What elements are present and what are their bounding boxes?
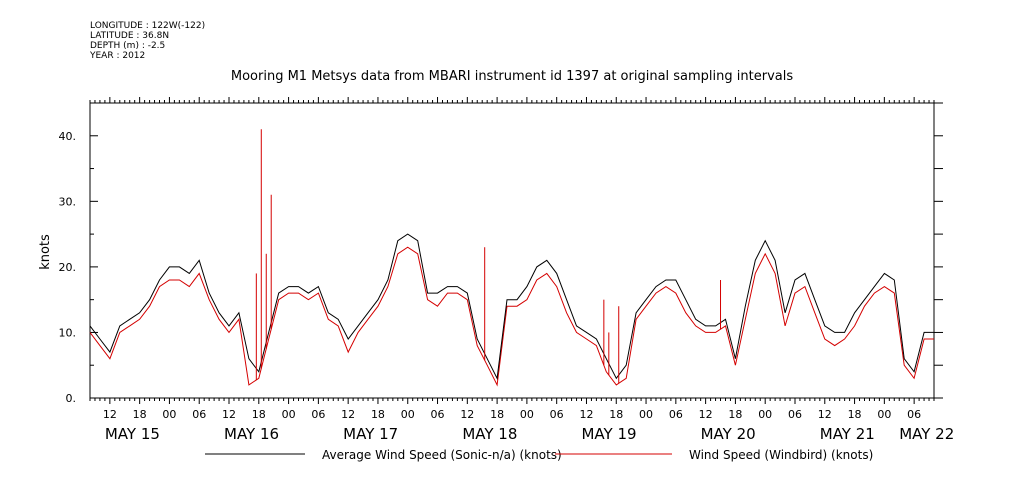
x-tick-label: 06 xyxy=(550,408,564,421)
y-tick-label: 30. xyxy=(59,195,77,208)
x-tick-label: 18 xyxy=(490,408,504,421)
year-text: YEAR : 2012 xyxy=(90,51,146,61)
y-axis-label: knots xyxy=(38,234,53,270)
date-label: MAY 15 xyxy=(105,425,160,443)
y-tick-label: 40. xyxy=(59,130,77,143)
x-tick-label: 00 xyxy=(282,408,296,421)
legend-label: Average Wind Speed (Sonic-n/a) (knots) xyxy=(322,448,562,462)
x-tick-label: 18 xyxy=(133,408,147,421)
metadata-block: LONGITUDE : 122W(-122) LATITUDE : 36.8N … xyxy=(90,21,205,61)
x-tick-label: 18 xyxy=(252,408,266,421)
series-line xyxy=(89,233,934,380)
depth-text: DEPTH (m) : -2.5 xyxy=(90,41,166,51)
date-label: MAY 16 xyxy=(224,425,279,443)
x-tick-label: 12 xyxy=(818,408,832,421)
latitude-text: LATITUDE : 36.8N xyxy=(90,31,170,41)
y-tick-label: 0. xyxy=(66,392,77,405)
top-tick-marks xyxy=(89,97,935,103)
x-tick-label: 18 xyxy=(728,408,742,421)
date-label: MAY 17 xyxy=(343,425,398,443)
x-tick-label: 12 xyxy=(460,408,474,421)
plot-frame xyxy=(89,102,935,399)
x-tick-label: 06 xyxy=(192,408,206,421)
date-label: MAY 19 xyxy=(581,425,636,443)
x-tick-label: 12 xyxy=(699,408,713,421)
x-tick-label: 00 xyxy=(401,408,415,421)
x-tick-label: 00 xyxy=(758,408,772,421)
y-tick-label: 20. xyxy=(59,261,77,274)
x-tick-label: 06 xyxy=(311,408,325,421)
x-tick-label: 18 xyxy=(609,408,623,421)
x-tick-label: 12 xyxy=(103,408,117,421)
x-tick-label: 00 xyxy=(162,408,176,421)
y-tick-label: 10. xyxy=(59,326,77,339)
series-layer xyxy=(89,129,934,387)
date-label: MAY 22 xyxy=(899,425,954,443)
plot-border xyxy=(89,102,935,399)
x-tick-label: 12 xyxy=(579,408,593,421)
date-label: MAY 21 xyxy=(820,425,875,443)
x-tick-label: 06 xyxy=(907,408,921,421)
legend: Average Wind Speed (Sonic-n/a) (knots) Wi… xyxy=(205,448,873,462)
y-axis: 0. 10. 20. 30. 40. xyxy=(59,102,943,405)
x-tick-label: 00 xyxy=(639,408,653,421)
series-line xyxy=(89,246,934,387)
x-tick-label: 06 xyxy=(669,408,683,421)
chart-title: Mooring M1 Metsys data from MBARI instru… xyxy=(231,69,793,84)
x-tick-label: 06 xyxy=(788,408,802,421)
x-tick-label: 12 xyxy=(222,408,236,421)
legend-label: Wind Speed (Windbird) (knots) xyxy=(689,448,873,462)
x-tick-label: 18 xyxy=(848,408,862,421)
x-tick-label: 12 xyxy=(341,408,355,421)
date-label: MAY 20 xyxy=(701,425,756,443)
longitude-text: LONGITUDE : 122W(-122) xyxy=(90,21,206,31)
x-tick-label: 00 xyxy=(877,408,891,421)
x-tick-label: 00 xyxy=(520,408,534,421)
date-label: MAY 18 xyxy=(462,425,517,443)
x-axis: 12 18 00 06 12 18 00 06 12 18 00 06 12 18 00 06 12 18 00 06… xyxy=(89,398,954,443)
x-tick-label: 18 xyxy=(371,408,385,421)
x-tick-label: 06 xyxy=(431,408,445,421)
